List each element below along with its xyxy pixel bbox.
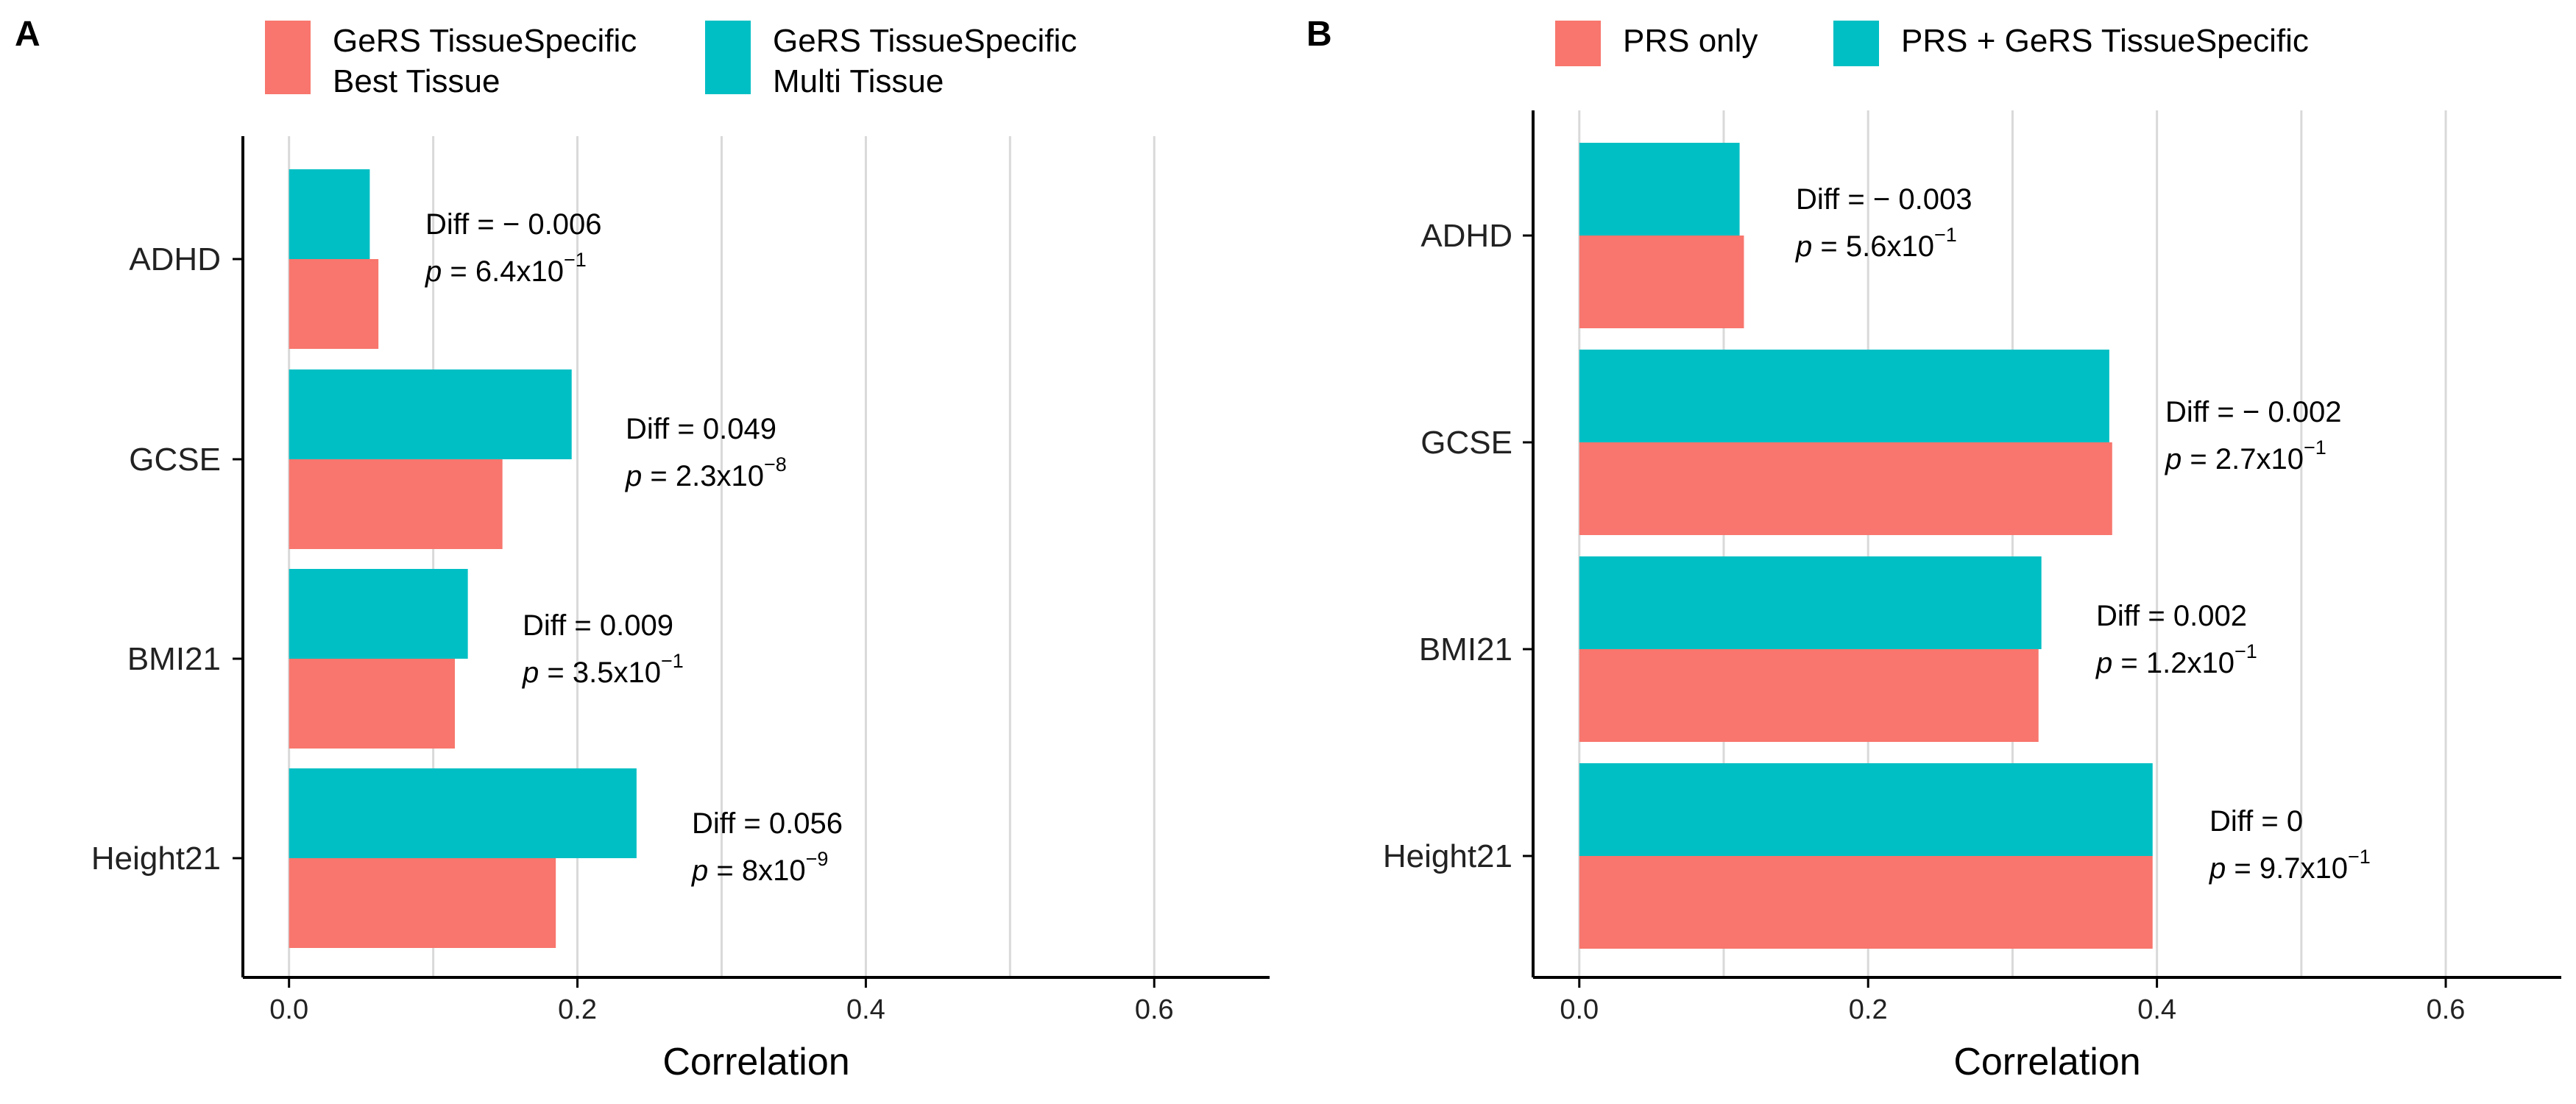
annotation-diff: Diff = − 0.003 [1796,183,1972,216]
panel-b: ADHD Diff = − 0.003 p = 5.6x10−1 GCSE Diff =… [1306,15,2561,1083]
annotation-diff: Diff = 0.056 [692,807,843,840]
annotation-diff: Diff = − 0.002 [2165,396,2341,428]
annotation-diff: Diff = − 0.006 [425,208,601,241]
category-label: BMI21 [1419,631,1512,668]
annotation-pvalue: p = 2.3x10−8 [625,453,787,492]
x-tick-label: 0.6 [1135,994,1174,1025]
annotation-pvalue: p = 9.7x10−1 [2209,846,2371,885]
legend-label: PRS only [1623,23,1758,59]
category-label: ADHD [129,241,221,277]
bar-height21-series1 [1579,856,2153,949]
legend-label: GeRS TissueSpecific [333,23,637,59]
annotation-pvalue: p = 3.5x10−1 [522,650,684,689]
bar-adhd-series2 [1579,143,1740,236]
bar-bmi21-series2 [289,569,468,659]
bar-height21-series2 [289,768,637,858]
legend-label: PRS + GeRS TissueSpecific [1901,23,2309,59]
legend-swatch [265,21,311,94]
bar-gcse-series1 [289,459,503,549]
bar-bmi21-series1 [1579,649,2039,742]
x-tick-label: 0.4 [2137,994,2176,1025]
panel-a: ADHD Diff = − 0.006 p = 6.4x10−1 GCSE Diff =… [15,15,1270,1083]
x-axis-title: Correlation [1953,1041,2140,1083]
x-axis-title: Correlation [662,1041,849,1083]
x-tick-label: 0.0 [1560,994,1599,1025]
legend-swatch [1555,21,1601,66]
category-label: Height21 [1383,838,1512,874]
category-label: GCSE [129,442,221,478]
bar-adhd-series1 [289,259,379,349]
legend-label: GeRS TissueSpecific [773,23,1077,59]
bar-adhd-series1 [1579,236,1744,328]
bar-height21-series1 [289,858,556,948]
bar-height21-series2 [1579,763,2153,856]
legend-swatch [705,21,751,94]
bar-gcse-series2 [289,369,572,459]
category-label: BMI21 [127,641,221,677]
x-tick-label: 0.2 [1849,994,1888,1025]
bar-bmi21-series2 [1579,556,2042,649]
x-tick-label: 0.2 [558,994,597,1025]
annotation-pvalue: p = 1.2x10−1 [2095,640,2257,679]
legend-swatch [1833,21,1879,66]
bar-bmi21-series1 [289,659,456,749]
x-tick-label: 0.6 [2427,994,2466,1025]
legend-label: Best Tissue [333,63,500,99]
annotation-diff: Diff = 0.009 [523,609,673,642]
x-tick-label: 0.4 [846,994,885,1025]
annotation-pvalue: p = 8x10−9 [691,848,828,887]
panel-tag: A [15,15,40,54]
annotation-diff: Diff = 0 [2209,805,2303,838]
bar-adhd-series2 [289,169,370,259]
bar-gcse-series1 [1579,442,2112,535]
annotation-pvalue: p = 5.6x10−1 [1795,224,1957,263]
legend-label: Multi Tissue [773,63,944,99]
category-label: Height21 [91,841,221,877]
annotation-diff: Diff = 0.002 [2096,600,2247,632]
annotation-pvalue: p = 6.4x10−1 [425,249,587,288]
bar-gcse-series2 [1579,350,2109,442]
panel-tag: B [1306,15,1332,54]
x-tick-label: 0.0 [269,994,308,1025]
annotation-diff: Diff = 0.049 [626,413,776,445]
annotation-pvalue: p = 2.7x10−1 [2165,436,2326,475]
category-label: GCSE [1420,425,1512,461]
category-label: ADHD [1420,218,1512,254]
